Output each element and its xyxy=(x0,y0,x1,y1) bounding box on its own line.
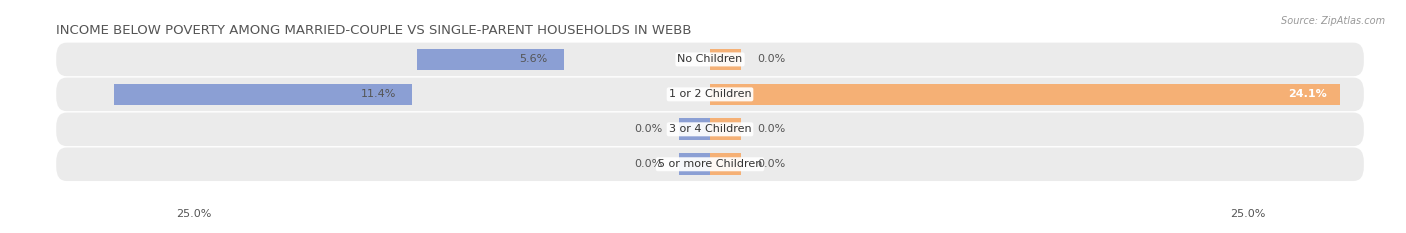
FancyBboxPatch shape xyxy=(56,43,1364,76)
FancyBboxPatch shape xyxy=(56,147,1364,181)
Text: 0.0%: 0.0% xyxy=(756,124,786,134)
FancyBboxPatch shape xyxy=(56,113,1364,146)
Text: 3 or 4 Children: 3 or 4 Children xyxy=(669,124,751,134)
Bar xyxy=(710,49,741,70)
Text: 5.6%: 5.6% xyxy=(520,55,548,64)
Text: No Children: No Children xyxy=(678,55,742,64)
FancyBboxPatch shape xyxy=(56,78,1364,111)
Bar xyxy=(710,118,741,140)
Bar xyxy=(710,153,741,175)
Bar xyxy=(679,153,710,175)
Text: 0.0%: 0.0% xyxy=(756,159,786,169)
Text: 25.0%: 25.0% xyxy=(176,209,211,219)
Text: 0.0%: 0.0% xyxy=(634,159,664,169)
Text: Source: ZipAtlas.com: Source: ZipAtlas.com xyxy=(1281,16,1385,26)
Bar xyxy=(679,118,710,140)
Bar xyxy=(710,83,1340,105)
Text: 11.4%: 11.4% xyxy=(361,89,396,99)
Text: INCOME BELOW POVERTY AMONG MARRIED-COUPLE VS SINGLE-PARENT HOUSEHOLDS IN WEBB: INCOME BELOW POVERTY AMONG MARRIED-COUPL… xyxy=(56,24,692,37)
Text: 0.0%: 0.0% xyxy=(756,55,786,64)
Text: 24.1%: 24.1% xyxy=(1288,89,1327,99)
Text: 0.0%: 0.0% xyxy=(634,124,664,134)
Bar xyxy=(418,49,564,70)
Text: 25.0%: 25.0% xyxy=(1230,209,1265,219)
Bar xyxy=(114,83,412,105)
Text: 5 or more Children: 5 or more Children xyxy=(658,159,762,169)
Text: 1 or 2 Children: 1 or 2 Children xyxy=(669,89,751,99)
